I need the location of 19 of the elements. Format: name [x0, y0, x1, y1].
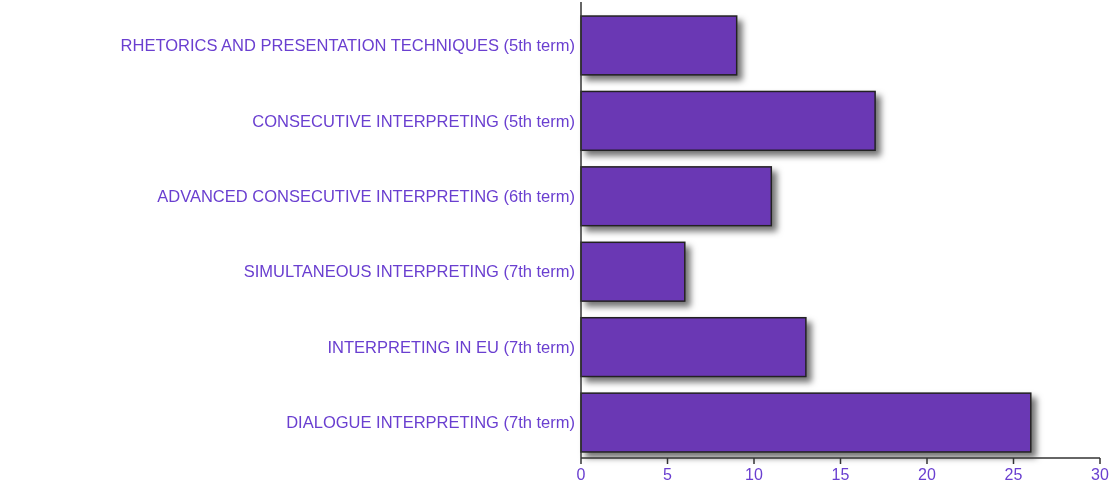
bar [580, 15, 738, 76]
bar [580, 166, 773, 227]
y-tick-label: ADVANCED CONSECUTIVE INTERPRETING (6th term) [157, 187, 575, 206]
x-tick-label: 10 [745, 466, 763, 483]
y-tick-label: INTERPRETING IN EU (7th term) [327, 337, 575, 356]
bar [580, 90, 876, 152]
x-tick-label: 5 [663, 466, 673, 483]
x-tick-label: 15 [831, 466, 850, 483]
x-tick-label: 25 [1004, 466, 1023, 483]
x-tick-label: 20 [918, 466, 936, 483]
x-tick-label: 30 [1091, 466, 1109, 483]
y-tick-label: DIALOGUE INTERPRETING (7th term) [286, 413, 575, 432]
bar [580, 392, 1032, 453]
x-tick-label: 0 [576, 466, 586, 483]
y-tick-label: CONSECUTIVE INTERPRETING (5th term) [252, 111, 575, 130]
bar [580, 241, 686, 302]
bar [580, 316, 807, 378]
y-tick-label: SIMULTANEOUS INTERPRETING (7th term) [243, 262, 575, 281]
y-tick-label: RHETORICS AND PRESENTATION TECHNIQUES (5th term) [120, 36, 575, 55]
